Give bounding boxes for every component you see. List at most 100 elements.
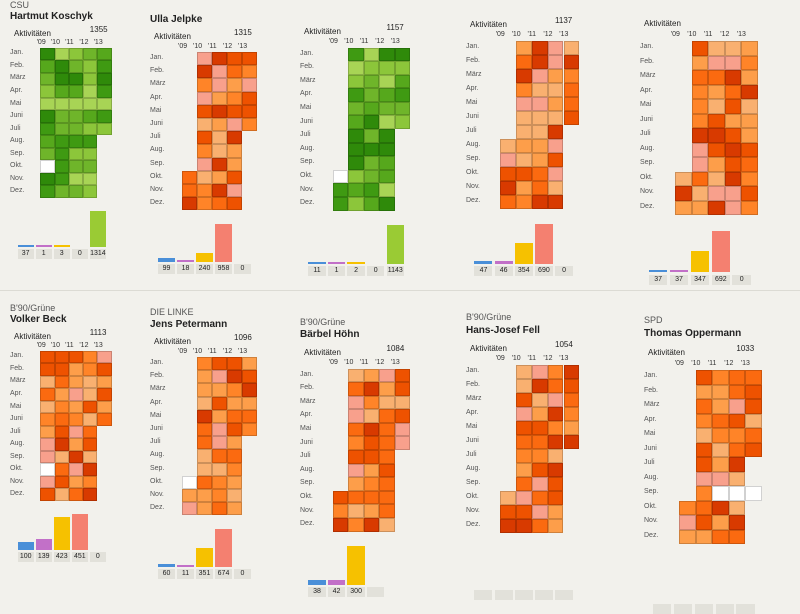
heatmap-cell [728,399,746,414]
month-label: Aug. [466,465,481,473]
heatmap-cell [708,142,725,158]
month-label: Mai [644,430,656,438]
month-label: Jan. [466,367,480,375]
heatmap-cell [83,135,98,148]
heatmap-cell [348,156,364,170]
month-label: Jan. [10,352,24,360]
heatmap-cell [728,428,746,443]
month-label: Mai [10,99,22,107]
heatmap-cell [212,475,227,489]
heatmap-cell [348,101,364,116]
heatmap-cell [547,378,564,393]
heatmap-cell [40,488,55,501]
year-label: '10 [511,355,521,363]
activity-count: 0 [234,569,251,580]
heatmap-cell [531,54,548,69]
heatmap-cell [54,110,69,123]
heatmap-cell [182,502,197,516]
activity-count: 37 [17,249,34,260]
month-label: Nov. [150,491,164,498]
heatmap-cell [741,55,758,71]
heatmap-cell [394,368,411,383]
heatmap-cell [348,74,364,89]
month-label: Apr. [150,398,163,406]
heatmap-cell [531,82,548,97]
heatmap-cell [212,118,227,132]
heatmap-cell [242,409,257,423]
heatmap-cell [363,101,380,116]
member-name: Hans-Josef Fell [466,324,540,336]
month-label: Jan. [300,49,314,57]
heatmap-cell [679,515,696,530]
heatmap-cell [708,128,725,143]
month-label: Mai [300,424,312,432]
activity-count: 1314 [89,249,106,260]
heatmap-cell [40,160,55,173]
year-label: '11 [208,348,217,355]
heatmap-cell [724,157,742,172]
heatmap-cell [728,370,746,385]
heatmap-cell [212,157,227,171]
heatmap-cell [197,489,212,503]
heatmap-cell [691,128,709,143]
heatmap-cell [379,169,395,184]
heatmap-cell [531,392,548,407]
heatmap-cell [547,476,564,491]
month-label: Dez. [300,520,315,528]
heatmap-cell [363,463,380,478]
heatmap-cell [227,396,242,410]
activity-bar [17,245,34,248]
heatmap-cell [499,504,516,519]
heatmap-cell [515,180,532,195]
heatmap-cell [348,197,364,211]
heatmap-cell [745,384,762,400]
heatmap-cell [531,41,548,55]
heatmap-cell [745,370,762,385]
heatmap-cell [242,423,257,437]
month-label: Feb. [150,372,165,380]
month-label: März [466,395,482,403]
heatmap-cell [728,384,746,400]
heatmap-cell [348,395,364,410]
month-label: Sep. [10,452,25,460]
month-label: Mai [150,106,162,114]
heatmap-cell [68,135,84,148]
heatmap-cell [515,448,532,463]
year-label: '11 [707,360,717,368]
heatmap-cell [563,392,580,407]
activity-bar [669,270,689,273]
heatmap-cell [212,65,227,79]
heatmap-cell [54,85,69,98]
year-label: '10 [193,43,203,50]
activity-bar [89,211,106,248]
activity-bar [514,243,533,264]
heatmap-cell [68,450,84,464]
heatmap-cell [515,420,532,435]
year-label: '13 [93,38,103,46]
heatmap-cell [499,194,516,209]
heatmap-cell [197,449,212,463]
heatmap-cell [515,41,532,55]
heatmap-cell [515,166,532,181]
activity-count: 690 [534,266,553,277]
year-label: '09 [178,348,188,355]
heatmap-cell [83,475,98,489]
month-label: Feb. [10,61,25,69]
heatmap-cell [242,357,257,371]
month-label: Jan. [150,359,164,366]
heatmap-cell [54,363,69,376]
activity-count: 354 [514,266,533,277]
heatmap-cell [394,88,411,102]
heatmap-cell [728,471,746,487]
month-label: Okt. [466,493,479,501]
heatmap-cell [379,47,395,62]
activity-bar [327,579,346,586]
party-label: SPD [644,315,663,325]
heatmap-cell [708,200,725,216]
heatmap-cell [212,370,227,384]
activity-bar [648,270,668,273]
heatmap-cell [83,463,98,476]
month-label: Dez. [640,202,655,210]
month-label: Nov. [644,517,658,525]
month-label: Dez. [300,199,315,207]
